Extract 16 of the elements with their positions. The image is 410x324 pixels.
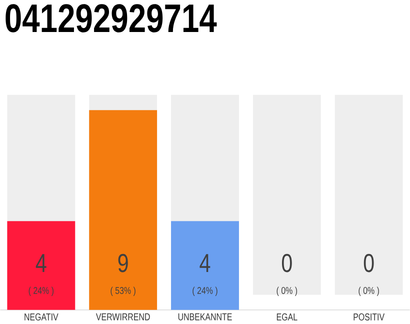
chart-title: 041292929714 [6, 4, 217, 32]
annotation: ( 24% ) [192, 286, 218, 296]
annotation: ( 53% ) [110, 286, 136, 296]
x-tick-label: POSITIV [354, 314, 385, 321]
x-tick-label: VERWIRREND [96, 314, 150, 320]
data-label: 4 [36, 254, 46, 272]
x-tick-label: NEGATIV [24, 314, 58, 321]
data-label: 9 [118, 254, 128, 272]
data-label: 0 [282, 254, 292, 272]
annotation: ( 24% ) [28, 286, 54, 296]
annotation: ( 0% ) [358, 286, 379, 296]
data-label: 0 [364, 254, 374, 272]
x-tick-label: UNBEKANNTE [178, 314, 232, 320]
data-label: 4 [200, 254, 210, 272]
x-tick-label: EGAL [276, 314, 298, 321]
annotation: ( 0% ) [276, 286, 298, 296]
